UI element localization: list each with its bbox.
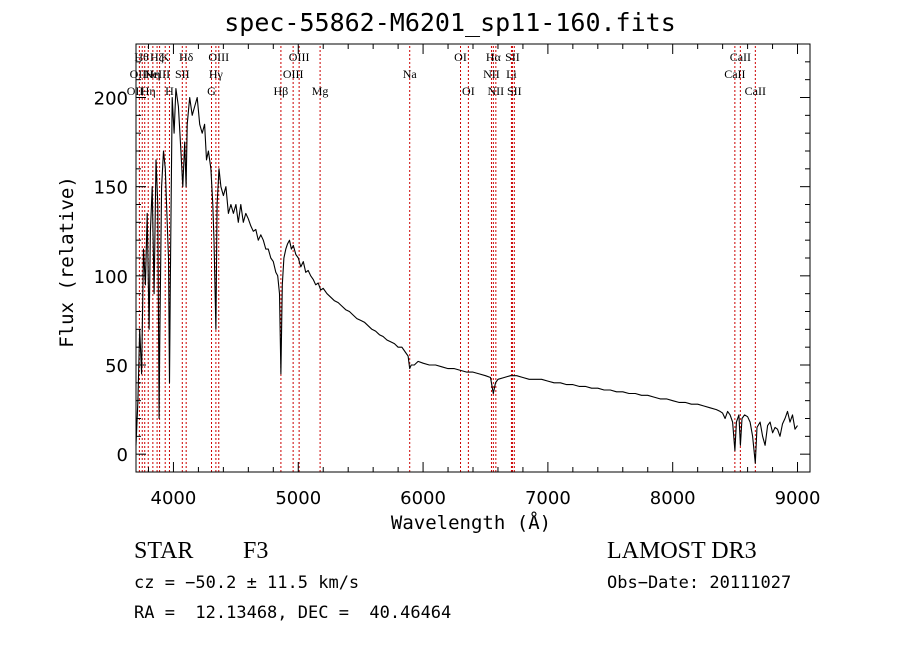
line-labels: OIIOIIHθHηHηNeIIIHζKHSIIHδGHγOIIIHβOIIIO…: [127, 50, 766, 98]
y-tick-label: 100: [94, 267, 128, 288]
line-label: OI: [462, 84, 475, 98]
y-tick-label: 50: [105, 356, 128, 377]
spectrum-line: [135, 88, 798, 464]
coordinates: RA = 12.13468, DEC = 40.46464: [134, 603, 452, 623]
line-label: Hη: [145, 67, 160, 81]
line-label: CaII: [730, 50, 751, 64]
x-tick-label: 8000: [650, 488, 696, 509]
line-label: Hδ: [179, 50, 194, 64]
redshift-velocity: cz = −50.2 ± 11.5 km/s: [134, 573, 360, 593]
tick-labels: 4000 5000 6000 7000 8000 9000 0 50 100 150 200: [94, 89, 821, 510]
line-label: Li: [506, 67, 517, 81]
x-tick-label: 9000: [775, 488, 821, 509]
line-markers: [138, 46, 756, 472]
line-label: SII: [505, 50, 520, 64]
subclass-label: F3: [243, 538, 269, 564]
x-tick-label: 5000: [275, 488, 321, 509]
x-tick-label: 7000: [525, 488, 571, 509]
line-label: Hβ: [274, 84, 289, 98]
x-tick-label: 6000: [400, 488, 446, 509]
line-label: Hγ: [209, 67, 224, 81]
spectrum-group: [135, 88, 798, 464]
line-label: NeIII: [144, 67, 170, 81]
survey-label: LAMOST DR3: [607, 538, 757, 564]
line-label: OIII: [283, 67, 304, 81]
line-label: CaII: [724, 67, 745, 81]
chart-title: spec-55862-M6201_sp11-160.fits: [224, 8, 676, 37]
y-tick-label: 0: [117, 445, 128, 466]
y-tick-label: 200: [94, 89, 128, 110]
line-label: SII: [175, 67, 190, 81]
line-label: Hζ: [150, 50, 164, 64]
ticks: [136, 43, 810, 473]
line-label: K: [161, 50, 170, 64]
line-label: OII: [130, 67, 147, 81]
line-label: OI: [454, 50, 467, 64]
line-label: Hα: [486, 50, 502, 64]
line-label: Hη: [141, 84, 156, 98]
x-tick-label: 4000: [151, 488, 197, 509]
x-axis-label: Wavelength (Å): [391, 511, 551, 534]
line-label: Hθ: [134, 50, 149, 64]
line-label: NII: [483, 67, 500, 81]
line-label: NII: [488, 84, 505, 98]
line-label: OIII: [289, 50, 310, 64]
y-axis-label: Flux (relative): [56, 176, 78, 348]
line-label: OII: [127, 84, 144, 98]
observation-date: Obs−Date: 20111027: [607, 573, 792, 593]
y-tick-label: 150: [94, 178, 128, 199]
line-label: Mg: [312, 84, 329, 98]
line-label: OIII: [208, 50, 229, 64]
line-label: CaII: [745, 84, 766, 98]
line-label: SII: [507, 84, 522, 98]
line-label: Na: [403, 67, 418, 81]
line-label: G: [207, 84, 216, 98]
line-label: H: [165, 84, 174, 98]
class-label: STAR: [134, 538, 194, 564]
